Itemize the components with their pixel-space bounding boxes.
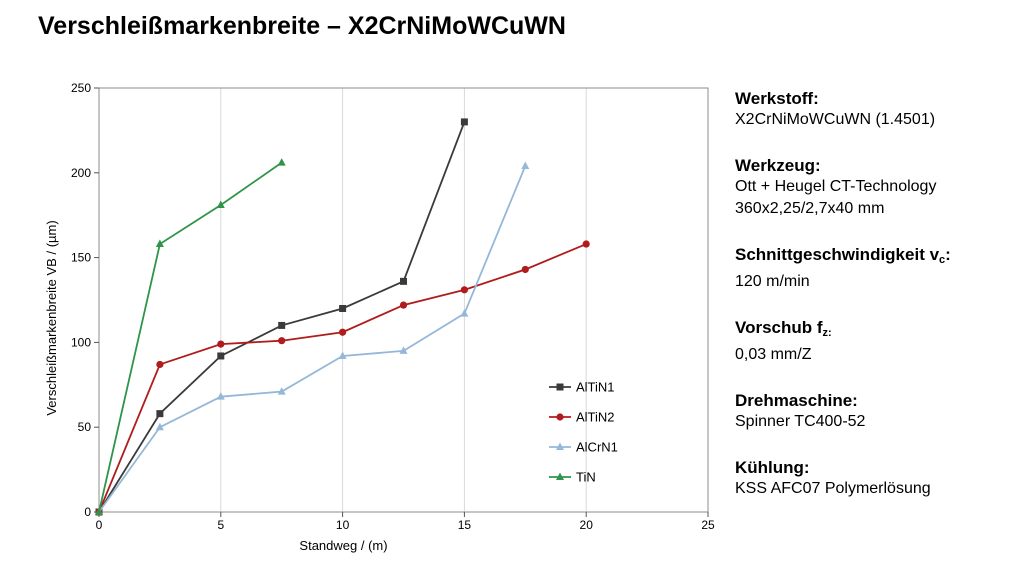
data-point-alcrn1 [399,346,408,354]
data-point-tin [216,200,225,209]
info-block: Schnittgeschwindigkeit vc: 120 m/min [735,244,1015,293]
info-label: Vorschub fz: [735,318,832,339]
info-label: Werkstoff: [735,89,819,108]
info-block: Vorschub fz: 0,03 mm/Z [735,317,1015,366]
info-value: Ott + Heugel CT-Technology [735,178,937,195]
info-value: Spinner TC400-52 [735,413,866,430]
info-block: Drehmaschine: Spinner TC400-52 [735,390,1015,433]
y-tick-label: 0 [84,505,91,519]
x-tick-label: 10 [336,518,350,532]
data-point-altin1 [217,352,225,360]
data-point-altin2 [460,286,468,294]
data-point-tin [277,158,286,166]
test-conditions-panel: Werkstoff: X2CrNiMoWCuWN (1.4501) Werkzeug… [735,88,1015,524]
x-tick-label: 25 [701,518,715,532]
y-tick-label: 50 [78,420,92,434]
data-point-alcrn1 [277,387,286,395]
x-tick-label: 20 [580,518,594,532]
info-block: Kühlung: KSS AFC07 Polymerlösung [735,457,1015,500]
y-tick-label: 150 [71,251,91,265]
x-axis-label: Standweg / (m) [299,538,387,553]
data-point-altin1 [339,304,347,312]
y-axis-label: Verschleißmarkenbreite VB / (µm) [44,220,59,415]
data-point-altin2 [339,328,347,336]
info-block: Werkstoff: X2CrNiMoWCuWN (1.4501) [735,88,1015,131]
y-tick-label: 200 [71,166,91,180]
data-point-altin2 [156,360,164,369]
data-point-tin [95,507,103,515]
data-point-altin2 [399,301,408,309]
plot-area [98,87,709,513]
x-tick-label: 15 [458,518,472,532]
legend-marker-altin2 [556,413,564,421]
data-point-alcrn1 [521,161,530,170]
x-tick-label: 5 [217,518,224,532]
data-point-alcrn1 [460,309,469,317]
data-point-altin1 [156,410,164,418]
info-label: Schnittgeschwindigkeit vc: [735,245,951,266]
data-point-altin1 [278,321,286,329]
legend-label-tin: TiN [576,470,596,485]
info-value: 0,03 mm/Z [735,346,812,363]
series-line-altin1 [98,121,466,513]
data-point-altin2 [278,337,286,345]
y-tick-label: 250 [71,81,91,95]
data-point-altin2 [521,265,529,274]
info-block: Werkzeug: Ott + Heugel CT-Technology 360x2… [735,155,1015,220]
legend-label-altin2: AlTiN2 [576,410,615,425]
series-line-alcrn1 [98,165,527,513]
legend-marker-altin1 [556,383,564,391]
series-line-tin [98,161,283,513]
info-label: Werkzeug: [735,156,821,175]
data-point-alcrn1 [155,422,164,431]
legend-marker-tin [556,472,564,480]
x-tick-label: 0 [96,518,103,532]
info-value: KSS AFC07 Polymerlösung [735,480,931,497]
data-point-alcrn1 [338,351,347,359]
legend-marker-alcrn1 [556,442,564,450]
data-point-tin [155,239,164,248]
data-point-alcrn1 [216,392,225,400]
info-label: Drehmaschine: [735,391,858,410]
data-point-altin2 [217,340,225,348]
info-label: Kühlung: [735,458,810,477]
y-tick-label: 100 [71,335,91,349]
info-value: 360x2,25/2,7x40 mm [735,200,885,217]
legend-label-altin1: AlTiN1 [576,380,615,395]
data-point-altin1 [460,118,468,126]
info-value: 120 m/min [735,273,810,290]
legend-label-alcrn1: AlCrN1 [576,440,618,455]
data-point-altin1 [400,277,407,285]
page-title: Verschleißmarkenbreite – X2CrNiMoWCuWN [38,12,566,40]
data-point-altin2 [582,240,590,248]
info-value: X2CrNiMoWCuWN (1.4501) [735,111,936,128]
